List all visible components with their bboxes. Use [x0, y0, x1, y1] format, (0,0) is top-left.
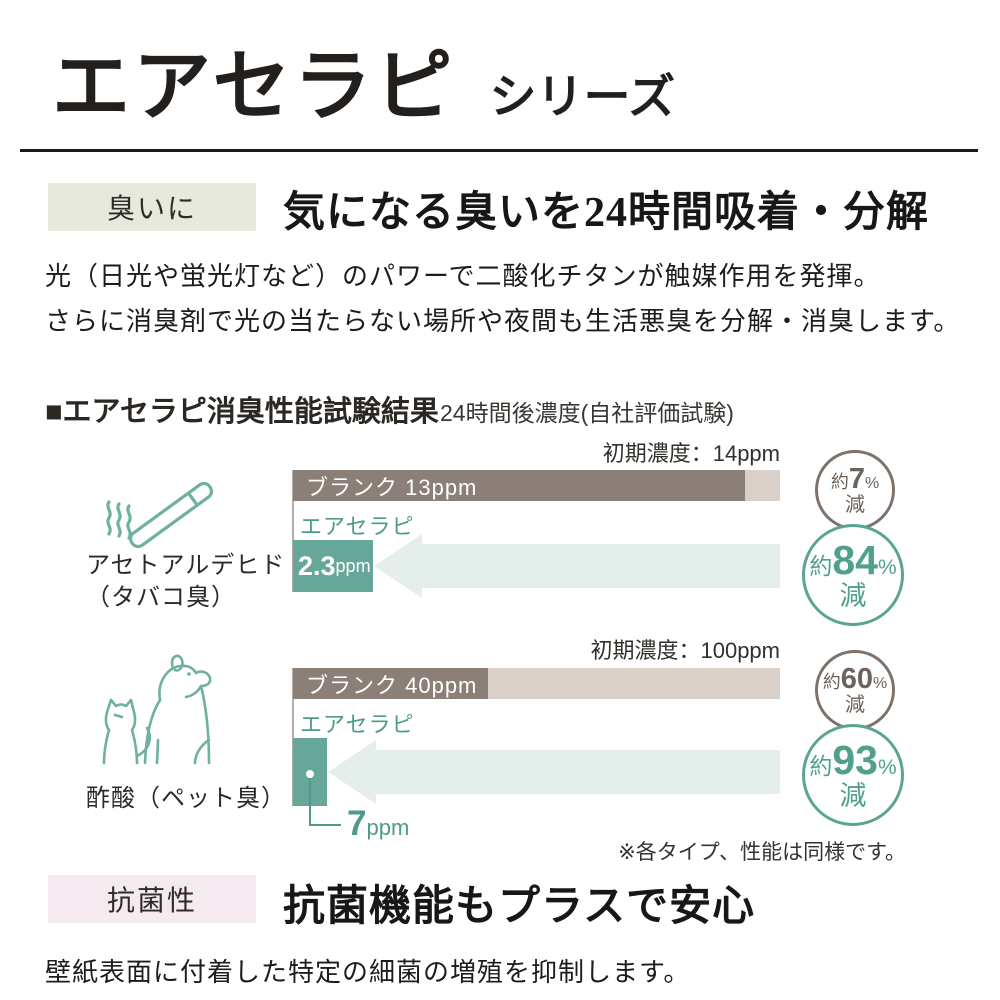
deodorant-tag: 臭いに [48, 183, 256, 231]
chart-axis [292, 668, 294, 806]
title-divider [20, 149, 978, 152]
badge-line1: 約7% [830, 463, 880, 496]
product-value-callout: 7ppm [347, 804, 410, 843]
product-bar: 2.3 ppm [293, 540, 373, 592]
product-reduction-badge: 約84% 減 [802, 524, 904, 626]
badge-line2: 減 [845, 693, 865, 716]
initial-concentration-label: 初期濃度：14ppm [602, 441, 780, 466]
blank-reduction-badge: 約7% 減 [815, 450, 895, 530]
product-reduction-badge: 約93% 減 [802, 724, 904, 826]
product-bar-label: エアセラピ [300, 514, 415, 539]
blank-bar: ブランク 13ppm [293, 470, 780, 501]
deodorant-body-line1: 光（日光や蛍光灯など）のパワーで二酸化チタンが触媒作用を発揮。 [45, 262, 881, 291]
series-title-suffix: シリーズ [489, 70, 676, 123]
deodorant-heading: 気になる臭いを24時間吸着・分解 [283, 190, 930, 236]
initial-concentration-label: 初期濃度：100ppm [590, 638, 780, 663]
series-title: エアセラピ シリーズ [52, 24, 675, 136]
odor-source-label: アセトアルデヒド [86, 552, 286, 579]
odor-source-label: 酢酸（ペット臭） [86, 785, 286, 812]
product-unit: ppm [335, 555, 371, 576]
antibacterial-tag: 抗菌性 [48, 875, 256, 923]
badge-line1: 約93% [809, 737, 897, 784]
blank-reduction-badge: 約60% 減 [815, 650, 895, 730]
badge-line1: 約84% [809, 537, 897, 584]
test-results-subheading: 24時間後濃度(自社評価試験) [440, 400, 734, 426]
blank-bar-label: ブランク 13ppm [306, 474, 478, 500]
antibacterial-heading: 抗菌機能もプラスで安心 [283, 884, 756, 930]
deodorant-body-line2: さらに消臭剤で光の当たらない場所や夜間も生活悪臭を分解・消臭します。 [45, 307, 961, 336]
product-bar-label: エアセラピ [300, 712, 415, 737]
reduction-arrow-icon [374, 534, 780, 598]
blank-bar-label: ブランク 40ppm [306, 672, 478, 698]
cigarette-icon [106, 481, 214, 549]
odor-type-label: （タバコ臭） [86, 584, 236, 611]
chart-axis [292, 470, 294, 592]
blank-bar-fill: ブランク 40ppm [293, 668, 488, 699]
blank-bar-fill: ブランク 13ppm [293, 470, 745, 501]
pets-icon [102, 654, 212, 765]
reduction-arrow-icon [328, 740, 780, 804]
badge-line2: 減 [839, 581, 867, 612]
badge-line2: 減 [839, 781, 867, 812]
badge-line2: 減 [845, 493, 865, 516]
callout-line-vertical [309, 778, 311, 826]
product-value: 2.3 [298, 550, 336, 581]
antibacterial-body: 壁紙表面に付着した特定の細菌の増殖を抑制します。 [45, 958, 691, 987]
charts-footnote: ※各タイプ、性能は同様です。 [618, 841, 906, 864]
callout-line-horizontal [309, 824, 341, 826]
series-title-main: エアセラピ [52, 42, 456, 130]
badge-line1: 約60% [822, 663, 888, 696]
callout-dot [306, 770, 314, 778]
blank-bar: ブランク 40ppm [293, 668, 780, 699]
test-results-heading: ■エアセラピ消臭性能試験結果 [45, 396, 439, 428]
